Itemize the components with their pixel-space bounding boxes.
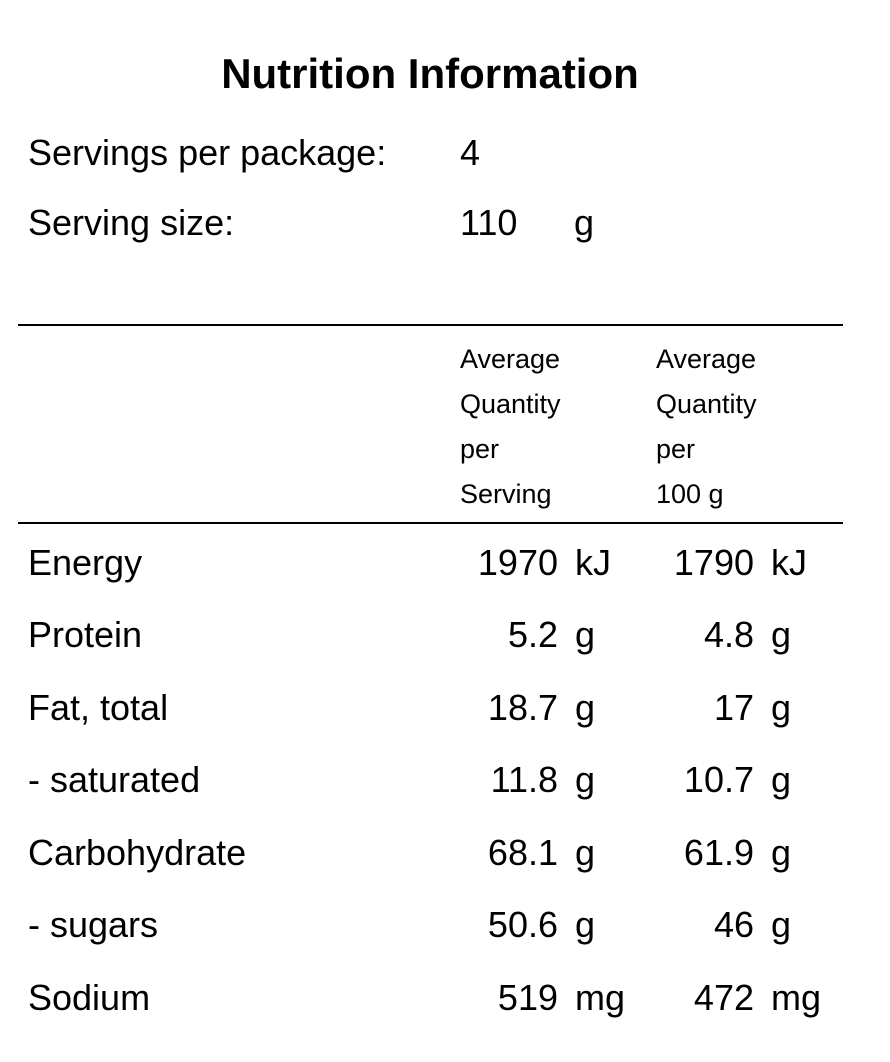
- column-header-line: Average: [460, 344, 561, 374]
- per-100g-value: 61.9: [683, 832, 754, 873]
- per-100g-unit: kJ: [771, 542, 807, 583]
- serving-size-unit: g: [574, 202, 595, 243]
- per-serving-unit: g: [575, 832, 596, 873]
- servings-per-package-value: 4: [460, 132, 481, 173]
- per-100g-unit: g: [771, 687, 792, 728]
- per-serving-value: 1970: [477, 542, 558, 583]
- per-serving-unit: kJ: [575, 542, 611, 583]
- per-100g-value: 4.8: [703, 614, 754, 655]
- nutrient-name: - saturated: [28, 759, 201, 800]
- per-100g-unit: mg: [771, 977, 822, 1018]
- column-header-line: per: [460, 434, 500, 464]
- per-100g-value: 472: [693, 977, 754, 1018]
- nutrient-name: - sugars: [28, 904, 159, 945]
- per-100g-value: 17: [713, 687, 754, 728]
- column-header-line: per: [656, 434, 696, 464]
- panel-title: Nutrition Information: [221, 50, 639, 97]
- serving-size-value: 110: [460, 202, 518, 243]
- per-serving-unit: g: [575, 614, 596, 655]
- column-header-per-serving: Average Quantity per Serving: [460, 337, 561, 517]
- table-top-rule: [18, 324, 843, 326]
- servings-per-package-label: Servings per package:: [28, 132, 387, 173]
- per-100g-value: 1790: [673, 542, 754, 583]
- nutrient-name: Sodium: [28, 977, 151, 1018]
- per-serving-value: 5.2: [507, 614, 558, 655]
- per-100g-unit: g: [771, 759, 792, 800]
- per-serving-unit: g: [575, 687, 596, 728]
- column-header-line: Serving: [460, 479, 552, 509]
- nutrient-name: Carbohydrate: [28, 832, 247, 873]
- nutrient-name: Energy: [28, 542, 143, 583]
- per-100g-unit: g: [771, 614, 792, 655]
- per-100g-unit: g: [771, 904, 792, 945]
- per-serving-value: 18.7: [487, 687, 558, 728]
- per-serving-unit: mg: [575, 977, 626, 1018]
- column-header-line: Quantity: [460, 389, 561, 419]
- per-serving-value: 50.6: [487, 904, 558, 945]
- column-header-line: Average: [656, 344, 757, 374]
- nutrient-name: Fat, total: [28, 687, 169, 728]
- per-100g-value: 46: [713, 904, 754, 945]
- nutrient-name: Protein: [28, 614, 143, 655]
- per-serving-unit: g: [575, 904, 596, 945]
- per-serving-value: 519: [497, 977, 558, 1018]
- column-header-line: Quantity: [656, 389, 757, 419]
- per-serving-unit: g: [575, 759, 596, 800]
- per-100g-value: 10.7: [683, 759, 754, 800]
- column-header-line: 100 g: [656, 479, 724, 509]
- per-serving-value: 68.1: [487, 832, 558, 873]
- per-serving-value: 11.8: [490, 759, 558, 800]
- column-header-per-100g: Average Quantity per 100 g: [656, 337, 757, 517]
- serving-size-label: Serving size:: [28, 202, 235, 243]
- table-header-rule: [18, 522, 843, 524]
- per-100g-unit: g: [771, 832, 792, 873]
